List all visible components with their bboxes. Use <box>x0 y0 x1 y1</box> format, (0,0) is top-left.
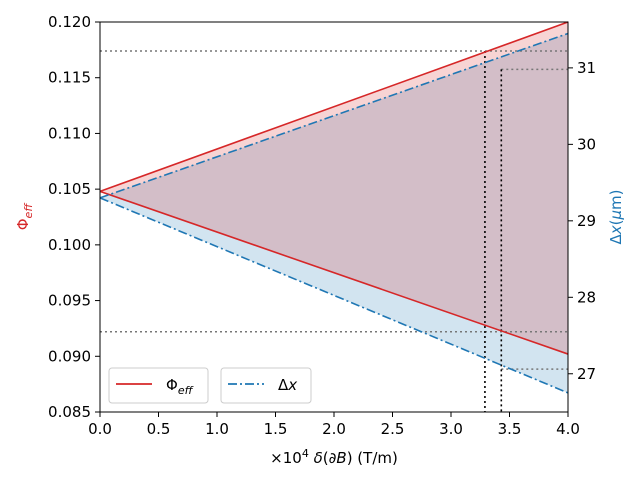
right-tick-label: 31 <box>577 59 596 77</box>
x-tick-label: 1.0 <box>205 420 229 438</box>
left-tick-label: 0.095 <box>48 292 91 310</box>
right-axis-ticks: 27 28 29 30 31 <box>568 59 596 383</box>
legend-box-dx <box>220 367 312 404</box>
left-tick-label: 0.115 <box>48 69 91 87</box>
x-tick-label: 2.0 <box>322 420 346 438</box>
x-tick-label: 0.5 <box>147 420 171 438</box>
x-axis-label: ×104 δ(∂B) (T/m) <box>270 447 398 467</box>
fill-areas <box>100 22 568 393</box>
legend-label-dx: Δx <box>278 376 297 394</box>
x-tick-label: 2.5 <box>381 420 405 438</box>
left-tick-label: 0.105 <box>48 180 91 198</box>
left-tick-label: 0.120 <box>48 13 91 31</box>
left-tick-label: 0.090 <box>48 347 91 365</box>
series-lines <box>99 21 569 394</box>
right-tick-label: 28 <box>577 288 596 306</box>
x-tick-label: 3.0 <box>439 420 463 438</box>
left-axis-label: Φeff <box>14 203 35 231</box>
x-tick-label: 0.0 <box>88 420 112 438</box>
x-tick-label: 1.5 <box>264 420 288 438</box>
left-tick-label: 0.085 <box>48 403 91 421</box>
x-tick-label: 3.5 <box>498 420 522 438</box>
series-line-phi-upper <box>99 21 569 193</box>
x-axis-ticks: 0.0 0.5 1.0 1.5 2.0 2.5 3.0 3.5 4.0 <box>88 412 580 438</box>
left-tick-label: 0.100 <box>48 236 91 254</box>
legend-box-phi <box>108 367 209 404</box>
right-tick-label: 30 <box>577 135 596 153</box>
right-tick-label: 27 <box>577 365 596 383</box>
fill-phi <box>100 22 568 355</box>
fill-dx <box>100 33 568 393</box>
left-axis-ticks: 0.085 0.090 0.095 0.100 0.105 0.110 0.115 0.120 <box>48 13 100 421</box>
x-tick-label: 4.0 <box>556 420 580 438</box>
left-tick-label: 0.110 <box>48 124 91 142</box>
series-line-dx-upper <box>99 32 569 199</box>
right-axis-label: Δx(μm) <box>607 189 625 244</box>
right-tick-label: 29 <box>577 212 596 230</box>
series-line-phi-lower <box>99 190 569 355</box>
legend: Φeff Δx <box>108 367 312 404</box>
legend-label-phi: Φeff <box>166 376 194 397</box>
